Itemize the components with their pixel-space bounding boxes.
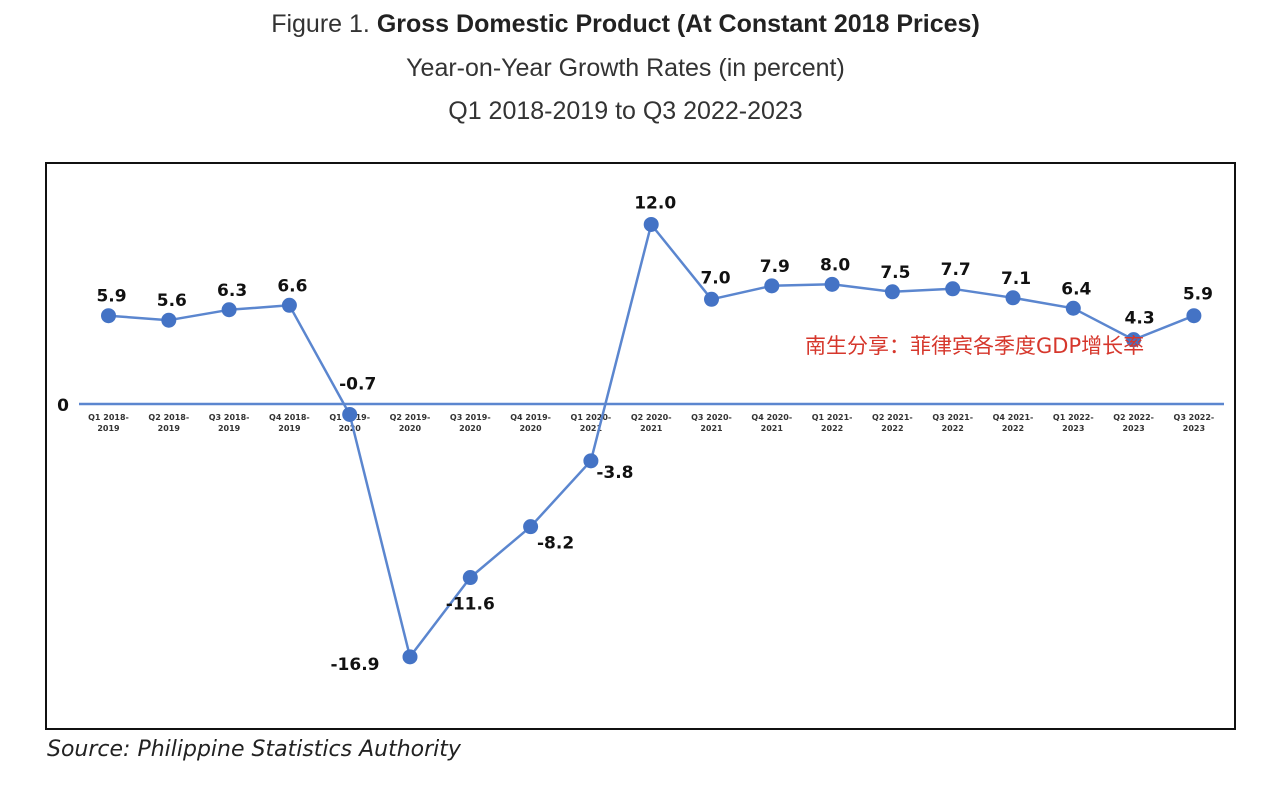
data-label: 7.7 <box>941 260 971 280</box>
figure-label: Figure 1. <box>271 10 370 38</box>
data-label: 5.9 <box>96 287 126 307</box>
figure-title: Figure 1. Gross Domestic Product (At Con… <box>0 10 1251 39</box>
source-note: Source: Philippine Statistics Authority <box>47 737 461 762</box>
x-tick-label: Q3 2018-2019 <box>209 413 250 433</box>
watermark-text: 南生分享：菲律宾各季度GDP增长率 <box>805 334 1144 358</box>
x-tick-label: Q3 2021-2022 <box>932 413 973 433</box>
data-label: 6.4 <box>1061 279 1091 299</box>
data-point <box>643 216 659 232</box>
data-label: 8.0 <box>820 255 850 275</box>
data-point <box>523 519 539 535</box>
x-tick-label: Q4 2018-2019 <box>269 413 310 433</box>
x-tick-label: Q1 2018-2019 <box>88 413 129 433</box>
data-label: -16.9 <box>331 655 380 675</box>
x-tick-label: Q1 2022-2023 <box>1053 413 1094 433</box>
x-tick-label: Q3 2020-2021 <box>691 413 732 433</box>
data-label: 7.1 <box>1001 269 1031 289</box>
data-point <box>824 276 840 292</box>
x-tick-label: Q4 2021-2022 <box>993 413 1034 433</box>
chart-frame <box>45 162 1236 730</box>
data-point <box>402 649 418 665</box>
data-label: -0.7 <box>339 374 376 394</box>
data-point <box>462 570 478 586</box>
data-point <box>1065 300 1081 316</box>
x-tick-label: Q2 2018-2019 <box>148 413 189 433</box>
data-label: 5.9 <box>1183 285 1213 305</box>
data-point <box>342 406 358 422</box>
zero-axis-label: 0 <box>57 396 69 416</box>
data-point <box>945 281 961 297</box>
x-tick-label: Q4 2019-2020 <box>510 413 551 433</box>
data-point <box>764 278 780 294</box>
data-point <box>281 297 297 313</box>
x-tick-label: Q3 2022-2023 <box>1174 413 1215 433</box>
data-point <box>221 302 237 318</box>
data-label: 7.9 <box>760 257 790 277</box>
x-tick-label: Q2 2022-2023 <box>1113 413 1154 433</box>
data-label: 12.0 <box>634 193 676 213</box>
data-label: 4.3 <box>1125 309 1155 329</box>
figure-title-bold: Gross Domestic Product (At Constant 2018… <box>376 10 980 38</box>
x-tick-label: Q2 2019-2020 <box>390 413 431 433</box>
data-label: 6.6 <box>277 276 307 296</box>
data-label: -8.2 <box>537 534 574 554</box>
data-point <box>101 308 116 324</box>
data-point <box>583 453 599 469</box>
x-tick-label: Q2 2020-2021 <box>631 413 672 433</box>
data-label: -3.8 <box>596 463 633 483</box>
data-point <box>884 284 900 300</box>
x-tick-label: Q1 2020-2021 <box>571 413 612 433</box>
data-label: 7.0 <box>700 268 730 288</box>
data-point <box>704 291 719 307</box>
data-point <box>1005 290 1021 306</box>
figure-subtitle: Year-on-Year Growth Rates (in percent) <box>406 54 845 82</box>
data-label: 6.3 <box>217 281 247 301</box>
data-point <box>161 312 177 328</box>
x-tick-label: Q4 2020-2021 <box>751 413 792 433</box>
series-line <box>108 223 1195 659</box>
x-tick-label: Q1 2021-2022 <box>812 413 853 433</box>
data-label: -11.6 <box>446 595 495 615</box>
data-label: 7.5 <box>880 263 910 283</box>
data-point <box>1126 332 1142 348</box>
x-tick-label: Q2 2021-2022 <box>872 413 913 433</box>
data-label: 5.6 <box>157 291 187 311</box>
data-point <box>1186 308 1202 324</box>
figure-period: Q1 2018-2019 to Q3 2022-2023 <box>448 97 803 125</box>
x-tick-label: Q3 2019-2020 <box>450 413 491 433</box>
